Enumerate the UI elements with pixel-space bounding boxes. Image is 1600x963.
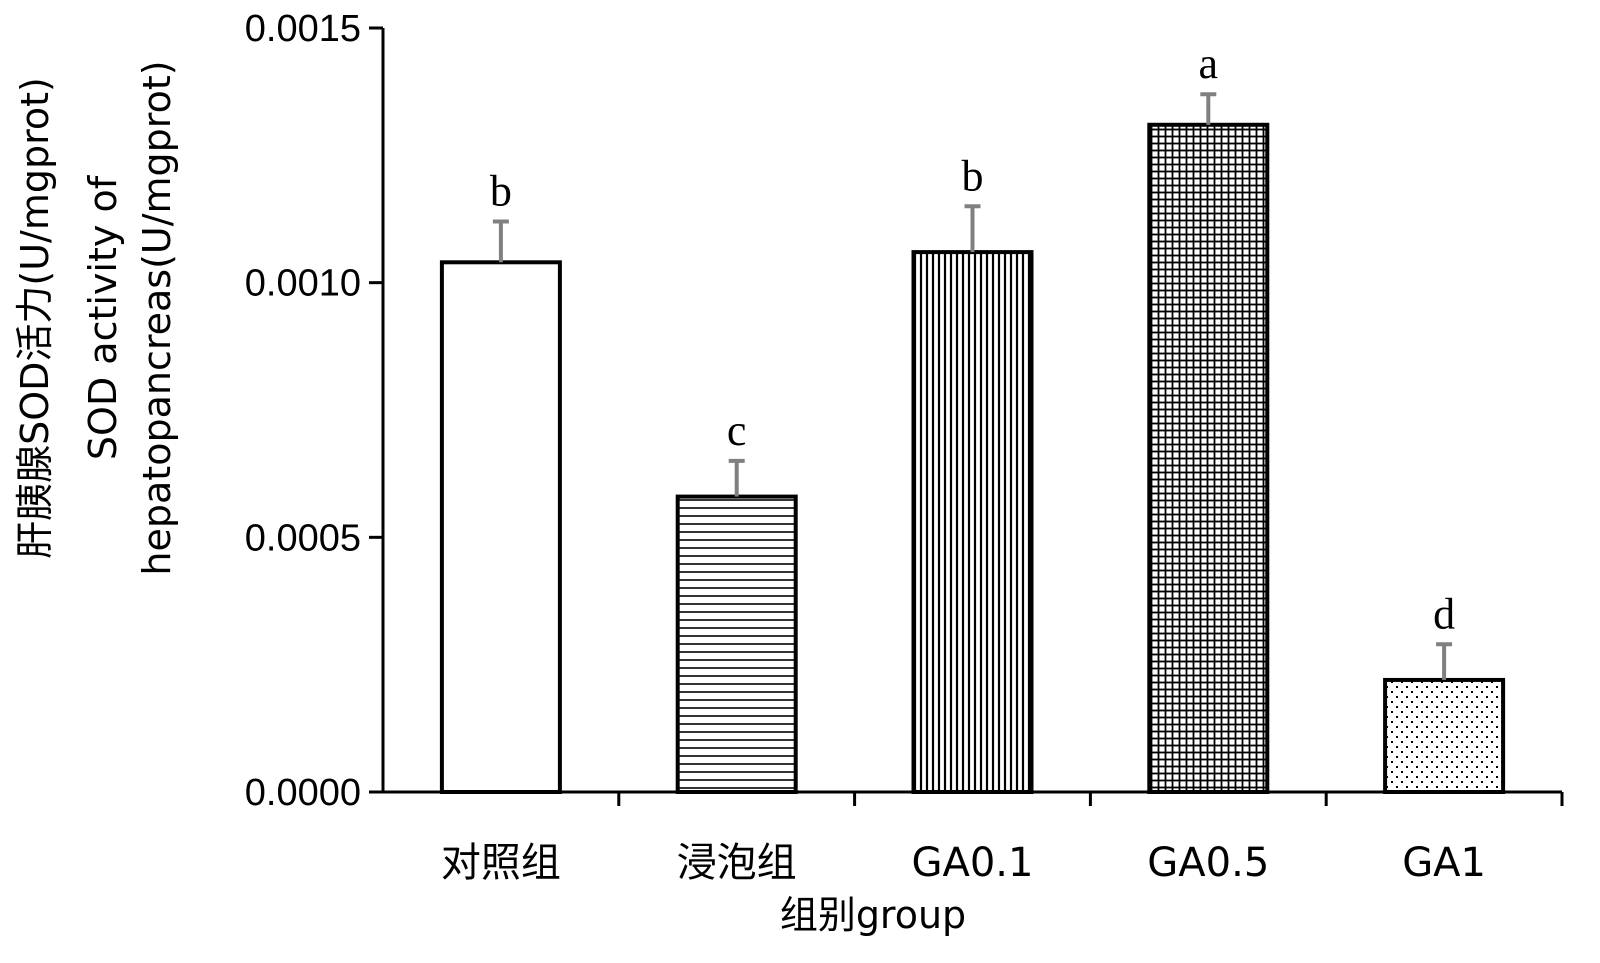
significance-label-1: b: [490, 167, 512, 216]
y-tick-label: 0.0015: [245, 8, 361, 50]
bar-4: [1147, 122, 1270, 795]
y-tick-label: 0.0010: [245, 263, 361, 305]
x-category-label-2: 浸泡组: [677, 840, 797, 886]
significance-label-5: d: [1433, 589, 1455, 638]
bar-1: [439, 260, 562, 794]
bar-3: [911, 250, 1034, 794]
significance-label-4: a: [1199, 39, 1219, 88]
x-category-label-3: GA0.1: [912, 840, 1034, 886]
x-category-label-5: GA1: [1402, 840, 1486, 886]
significance-label-2: c: [727, 406, 747, 455]
significance-label-3: b: [962, 151, 984, 200]
y-tick-label: 0.0000: [245, 772, 361, 814]
bar-2: [675, 494, 798, 794]
x-category-label-1: 对照组: [441, 840, 561, 886]
x-axis-title: 组别group: [780, 893, 966, 937]
bar-5: [1383, 677, 1506, 794]
y-axis-title-line2: SOD activity of: [81, 174, 125, 460]
x-category-label-4: GA0.5: [1147, 840, 1269, 886]
y-tick-label: 0.0005: [245, 517, 361, 559]
y-axis-title-line1: 肝胰腺SOD活力(U/mgprot): [13, 77, 57, 559]
y-axis-title-line3: hepatopancreas(U/mgprot): [135, 60, 179, 575]
